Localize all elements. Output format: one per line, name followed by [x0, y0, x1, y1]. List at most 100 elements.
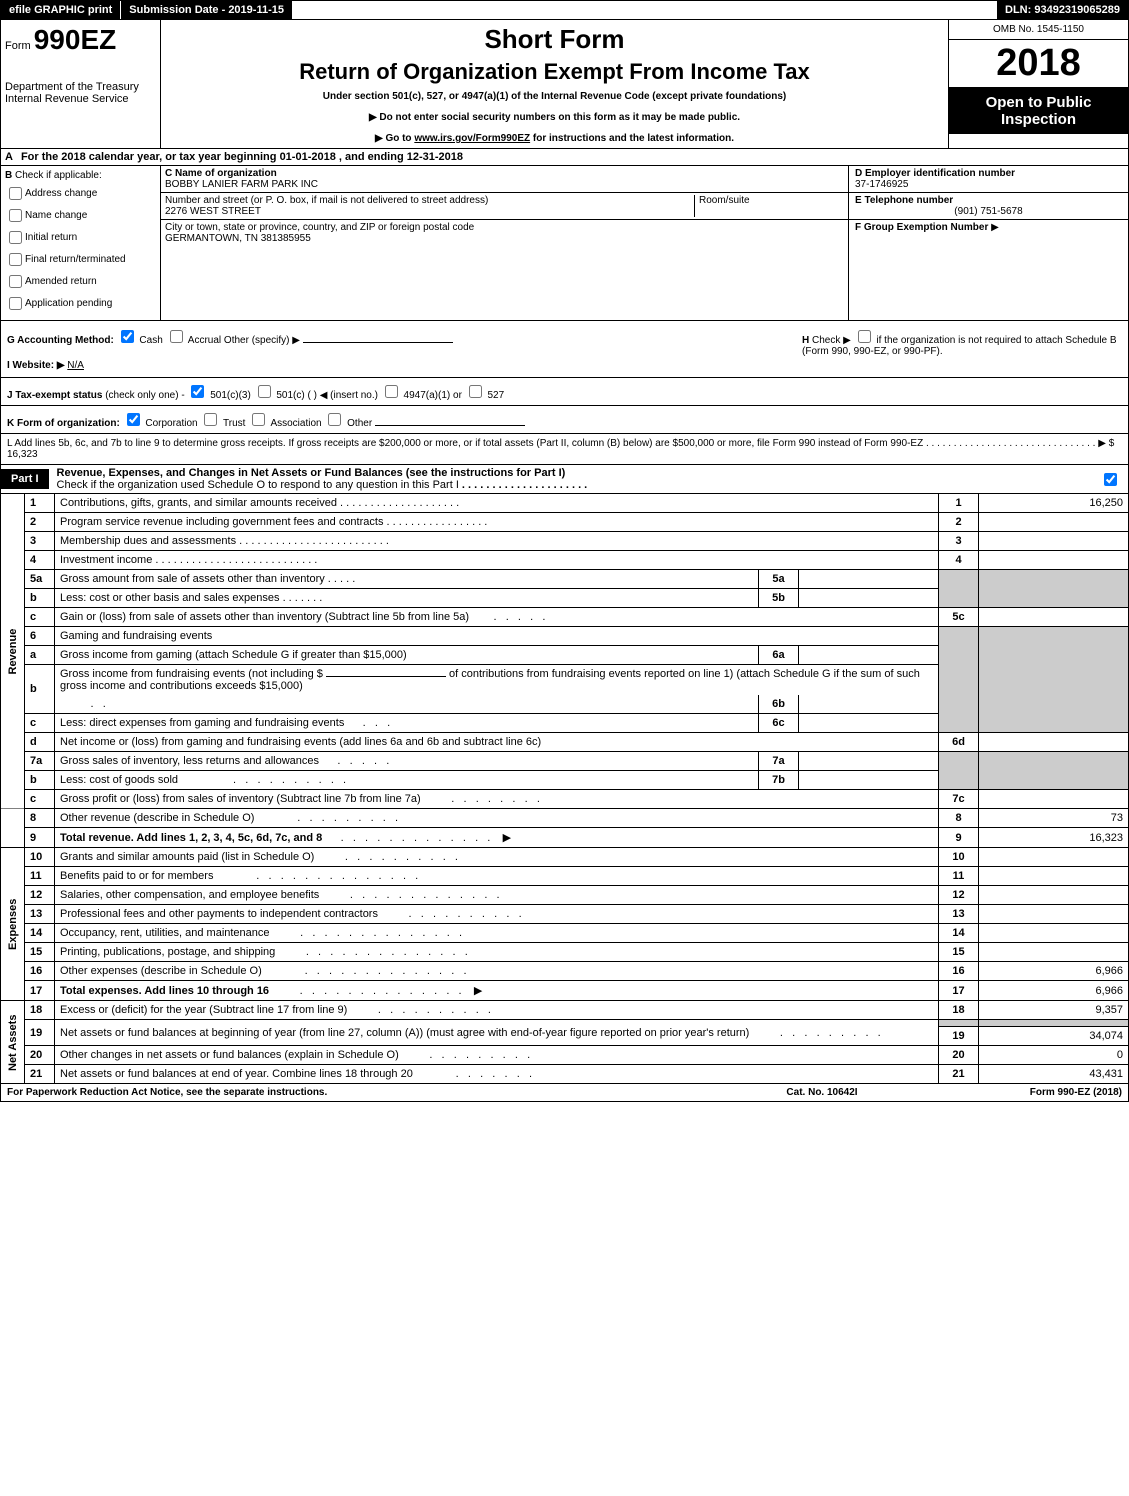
- line-6-desc: Gaming and fundraising events: [60, 630, 212, 642]
- row-h: H Check ▶ if the organization is not req…: [802, 327, 1122, 371]
- line-10-totno: 10: [939, 848, 979, 867]
- subtitle: Under section 501(c), 527, or 4947(a)(1)…: [165, 91, 944, 102]
- line-6b-prefix: Gross income from fundraising events (no…: [60, 668, 326, 680]
- accrual-checkbox[interactable]: [170, 330, 183, 343]
- other-org-label: Other: [347, 418, 372, 429]
- line-1-val: 16,250: [979, 494, 1129, 513]
- line-6c-desc: Less: direct expenses from gaming and fu…: [60, 717, 344, 729]
- other-org-checkbox[interactable]: [328, 413, 341, 426]
- line-7a-desc: Gross sales of inventory, less returns a…: [60, 755, 319, 767]
- return-title: Return of Organization Exempt From Incom…: [165, 59, 944, 85]
- line-13-desc: Professional fees and other payments to …: [60, 908, 378, 920]
- amended-return-label: Amended return: [25, 276, 97, 287]
- efile-print-button[interactable]: efile GRAPHIC print: [1, 1, 121, 19]
- line-6b-amount-input[interactable]: [326, 676, 446, 677]
- line-21-desc: Net assets or fund balances at end of ye…: [60, 1068, 413, 1080]
- line-12-val: [979, 886, 1129, 905]
- arrow2-link[interactable]: www.irs.gov/Form990EZ: [414, 133, 530, 144]
- end-date: 12-31-2018: [407, 151, 463, 163]
- line-3-desc: Membership dues and assessments: [60, 535, 236, 547]
- line-7b-subval: [799, 771, 939, 790]
- cash-checkbox[interactable]: [121, 330, 134, 343]
- header-left: Form 990EZ Department of the Treasury In…: [1, 20, 161, 148]
- corp-checkbox[interactable]: [127, 413, 140, 426]
- section-b: B Check if applicable: Address change Na…: [1, 166, 161, 320]
- name-change-checkbox[interactable]: [9, 209, 22, 222]
- begin-date: 01-01-2018: [280, 151, 336, 163]
- trust-checkbox[interactable]: [204, 413, 217, 426]
- 4947-checkbox[interactable]: [385, 385, 398, 398]
- 501c-checkbox[interactable]: [258, 385, 271, 398]
- footer: For Paperwork Reduction Act Notice, see …: [0, 1084, 1129, 1102]
- f-label: F Group Exemption Number: [855, 222, 988, 233]
- grey-7: [939, 752, 979, 790]
- line-13-no: 13: [25, 905, 55, 924]
- line-4-val: [979, 551, 1129, 570]
- amended-return-checkbox[interactable]: [9, 275, 22, 288]
- j-note: (check only one) -: [105, 390, 184, 401]
- trust-label: Trust: [223, 418, 245, 429]
- line-10-val: [979, 848, 1129, 867]
- 527-checkbox[interactable]: [469, 385, 482, 398]
- line-1-no: 1: [25, 494, 55, 513]
- initial-return-label: Initial return: [25, 232, 77, 243]
- 501c3-checkbox[interactable]: [191, 385, 204, 398]
- address-change-checkbox[interactable]: [9, 187, 22, 200]
- line-13-val: [979, 905, 1129, 924]
- line-7c-no: c: [25, 790, 55, 809]
- c-city-label: City or town, state or province, country…: [165, 222, 844, 233]
- netassets-vertical-label: Net Assets: [1, 1001, 25, 1084]
- line-2-no: 2: [25, 513, 55, 532]
- line-14-totno: 14: [939, 924, 979, 943]
- 527-label: 527: [487, 390, 504, 401]
- 501c3-label: 501(c)(3): [210, 390, 251, 401]
- application-pending-checkbox[interactable]: [9, 297, 22, 310]
- line-5a-desc: Gross amount from sale of assets other t…: [60, 573, 325, 585]
- revenue-vertical-label: Revenue: [1, 494, 25, 809]
- assoc-checkbox[interactable]: [252, 413, 265, 426]
- l-text: L Add lines 5b, 6c, and 7b to line 9 to …: [7, 438, 923, 449]
- line-5c-totno: 5c: [939, 608, 979, 627]
- line-6d-val: [979, 733, 1129, 752]
- g-label: G Accounting Method:: [7, 335, 114, 346]
- line-7b-no: b: [25, 771, 55, 790]
- org-street: 2276 WEST STREET: [165, 206, 694, 217]
- grey-19: [939, 1020, 979, 1027]
- other-specify-input[interactable]: [303, 342, 453, 343]
- line-5a-subval: [799, 570, 939, 589]
- f-arrow: ▶: [991, 222, 999, 233]
- line-11-desc: Benefits paid to or for members: [60, 870, 213, 882]
- i-label: I Website: ▶: [7, 360, 65, 371]
- line-11-totno: 11: [939, 867, 979, 886]
- line-15-no: 15: [25, 943, 55, 962]
- line-17-val: 6,966: [979, 981, 1129, 1001]
- final-return-checkbox[interactable]: [9, 253, 22, 266]
- line-12-no: 12: [25, 886, 55, 905]
- line-5b-no: b: [25, 589, 55, 608]
- line-14-desc: Occupancy, rent, utilities, and maintena…: [60, 927, 270, 939]
- line-17-totno: 17: [939, 981, 979, 1001]
- other-label: Other (specify) ▶: [224, 335, 300, 346]
- grey-6: [939, 627, 979, 733]
- line-9-no: 9: [25, 828, 55, 848]
- form-prefix: Form: [5, 40, 31, 52]
- submission-date-button[interactable]: Submission Date - 2019-11-15: [121, 1, 293, 19]
- roomsuite-label: Room/suite: [694, 195, 844, 217]
- line-6c-subval: [799, 714, 939, 733]
- schedule-o-checkbox[interactable]: [1104, 473, 1117, 486]
- line-5b-subno: 5b: [759, 589, 799, 608]
- irs-label: Internal Revenue Service: [5, 93, 156, 105]
- line-9-desc: Total revenue. Add lines 1, 2, 3, 4, 5c,…: [60, 832, 322, 844]
- grey-5ab: [939, 570, 979, 608]
- initial-return-checkbox[interactable]: [9, 231, 22, 244]
- other-org-input[interactable]: [375, 425, 525, 426]
- line-8-desc: Other revenue (describe in Schedule O): [60, 812, 254, 824]
- schedule-b-checkbox[interactable]: [858, 330, 871, 343]
- grey-6-val: [979, 627, 1129, 733]
- line-6d-desc: Net income or (loss) from gaming and fun…: [60, 736, 541, 748]
- line-14-no: 14: [25, 924, 55, 943]
- dln-label: DLN: 93492319065289: [997, 1, 1128, 19]
- section-def: D Employer identification number 37-1746…: [848, 166, 1128, 320]
- accrual-label: Accrual: [188, 335, 221, 346]
- line-16-val: 6,966: [979, 962, 1129, 981]
